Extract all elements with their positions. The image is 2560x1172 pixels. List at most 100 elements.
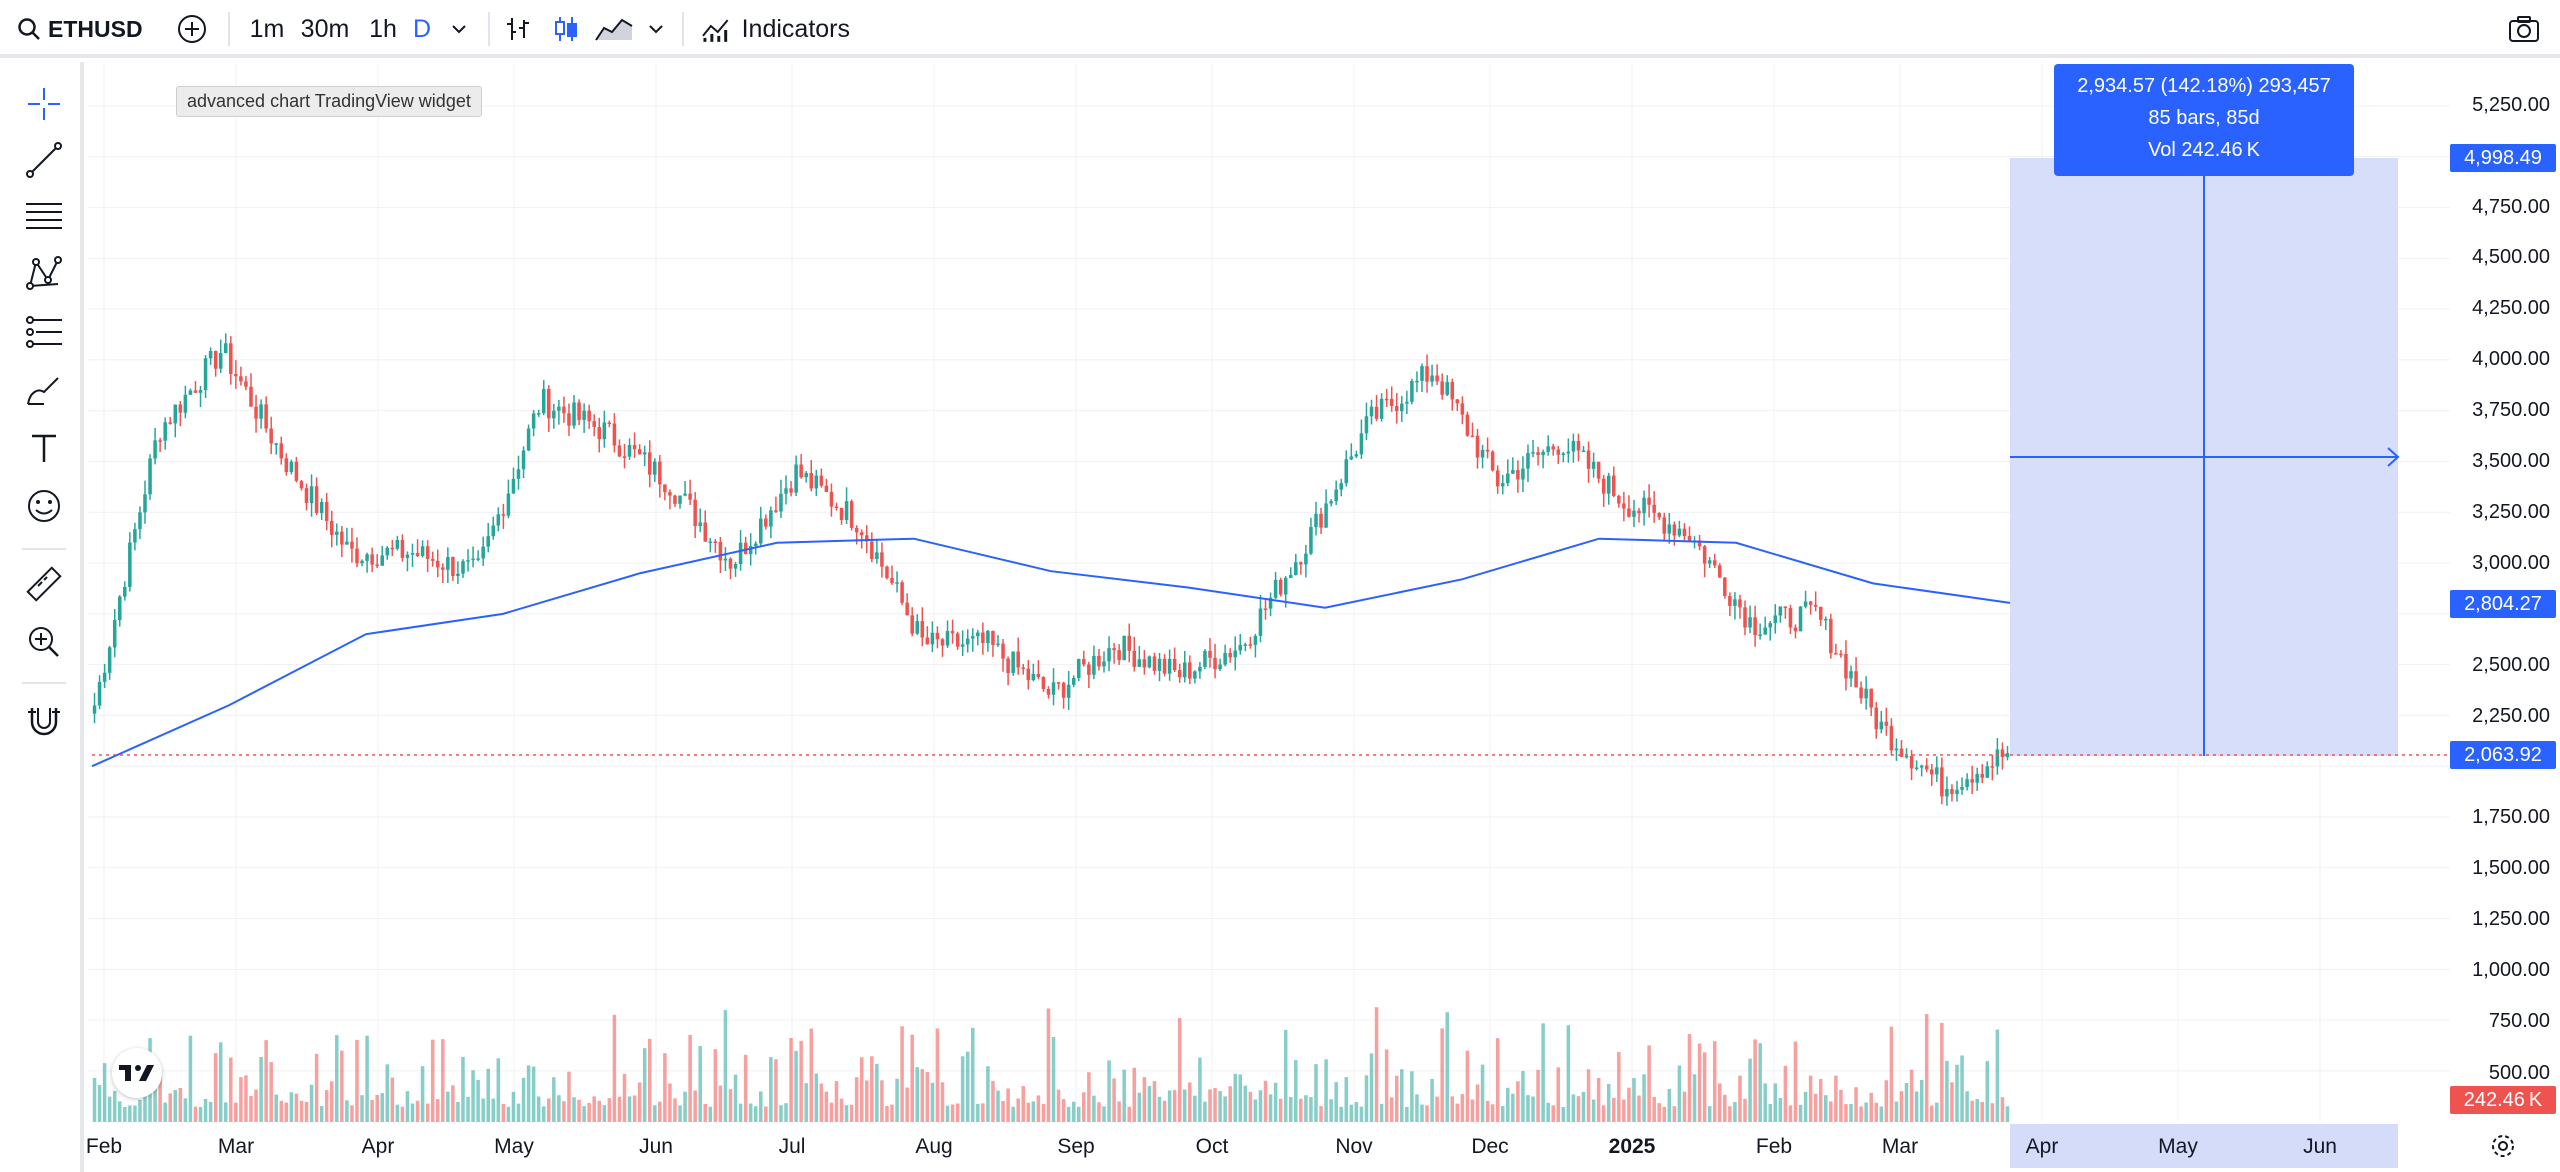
candle-body — [335, 531, 339, 535]
candle-body — [733, 564, 738, 569]
volume-bar — [759, 1091, 763, 1122]
candle-body — [1748, 617, 1752, 628]
candle-body — [552, 410, 556, 419]
measure-top-price-badge: 4,998.49 — [2450, 144, 2556, 172]
volume-bar — [935, 1028, 940, 1122]
compare-symbol-button[interactable] — [172, 0, 212, 58]
volume-bar — [1844, 1104, 1848, 1122]
forecast-tool[interactable] — [18, 308, 70, 356]
volume-bar — [577, 1099, 581, 1122]
crosshair-tool[interactable] — [18, 80, 70, 128]
interval-30m[interactable]: 30m — [300, 14, 350, 43]
candle-body — [1228, 652, 1232, 658]
volume-bar — [1304, 1095, 1308, 1122]
candle-body — [350, 541, 354, 549]
magnet-icon — [28, 708, 60, 736]
brush-tool[interactable] — [18, 366, 70, 414]
candle-body — [1127, 635, 1132, 651]
chart-style-dropdown[interactable] — [644, 0, 668, 58]
time-tick: Feb — [1755, 1135, 1793, 1158]
interval-d[interactable]: D — [412, 14, 432, 43]
emoji-tool[interactable] — [18, 482, 70, 530]
time-tick-year: 2025 — [1608, 1135, 1656, 1158]
candle-body — [1415, 380, 1419, 383]
volume-bar — [1263, 1080, 1268, 1122]
volume-bar — [1778, 1098, 1783, 1122]
candle-body — [168, 422, 173, 424]
volume-bar — [1309, 1097, 1313, 1122]
zoom-in-tool[interactable] — [18, 618, 70, 666]
candle-body — [1112, 648, 1116, 651]
volume-bar — [572, 1097, 576, 1122]
candle-body — [713, 541, 718, 543]
candle-body — [1682, 528, 1687, 537]
magnet-tool[interactable] — [18, 696, 70, 744]
text-tool[interactable] — [18, 424, 70, 472]
candle-body — [688, 493, 692, 500]
candle-body — [1637, 510, 1641, 514]
trend-line-tool[interactable] — [18, 136, 70, 184]
volume-bar — [138, 1099, 142, 1122]
interval-dropdown[interactable] — [446, 0, 472, 58]
candle-body — [299, 480, 304, 489]
interval-1h[interactable]: 1h — [369, 14, 397, 43]
volume-bar — [269, 1062, 273, 1122]
candle-body — [1263, 608, 1268, 611]
candle-body — [779, 493, 783, 512]
candle-body — [1097, 655, 1101, 667]
indicators-button[interactable]: Indicators — [700, 0, 850, 58]
candle-body — [274, 443, 278, 445]
candle-body — [446, 556, 450, 570]
volume-bar — [1919, 1080, 1924, 1122]
candle-body — [1278, 579, 1283, 595]
volume-bar — [1909, 1069, 1914, 1122]
candle-body — [148, 458, 152, 495]
candle-body — [738, 542, 743, 565]
fib-tool[interactable] — [18, 192, 70, 240]
volume-bar — [885, 1105, 889, 1122]
candle-body — [1985, 766, 1990, 778]
volume-bar — [1495, 1038, 1500, 1122]
pattern-tool[interactable] — [18, 250, 70, 298]
volume-bar — [1632, 1078, 1636, 1122]
candle-body — [451, 556, 455, 576]
candle-body — [269, 428, 273, 444]
candle-body — [1763, 627, 1767, 635]
volume-bar — [1400, 1069, 1404, 1122]
volume-bar — [1788, 1105, 1793, 1122]
volume-bar — [713, 1049, 718, 1122]
candle-body — [1268, 597, 1273, 609]
candle-body — [1294, 562, 1298, 576]
tradingview-logo[interactable] — [112, 1048, 162, 1098]
volume-bar — [1869, 1092, 1873, 1122]
volume-bar — [658, 1101, 662, 1122]
candles-icon — [555, 17, 577, 41]
area-style-button[interactable] — [592, 0, 636, 58]
snapshot-button[interactable] — [2504, 0, 2544, 58]
candle-body — [1445, 382, 1449, 395]
interval-1m[interactable]: 1m — [249, 14, 285, 43]
volume-bar — [592, 1096, 596, 1122]
candles-style-button[interactable] — [548, 0, 584, 58]
volume-bar — [865, 1080, 869, 1122]
volume-bar — [92, 1077, 97, 1122]
bars-style-button[interactable] — [500, 0, 536, 58]
volume-bar — [1329, 1099, 1333, 1122]
volume-bar — [1874, 1102, 1879, 1122]
volume-bar — [602, 1105, 607, 1122]
volume-bar — [441, 1039, 445, 1122]
candle-body — [1071, 677, 1076, 685]
chart-settings-button[interactable] — [2486, 1126, 2520, 1166]
volume-bar — [1288, 1096, 1293, 1122]
volume-bar — [925, 1072, 930, 1122]
symbol-search[interactable]: ETHUSD — [16, 0, 156, 58]
volume-bar — [1082, 1092, 1086, 1122]
candle-body — [1632, 510, 1636, 517]
measure-tool[interactable] — [18, 560, 70, 608]
volume-bar — [1102, 1106, 1106, 1122]
candle-body — [259, 404, 263, 419]
candle-body — [1167, 658, 1172, 674]
candle-body — [622, 456, 627, 458]
volume-bar — [764, 1106, 768, 1122]
